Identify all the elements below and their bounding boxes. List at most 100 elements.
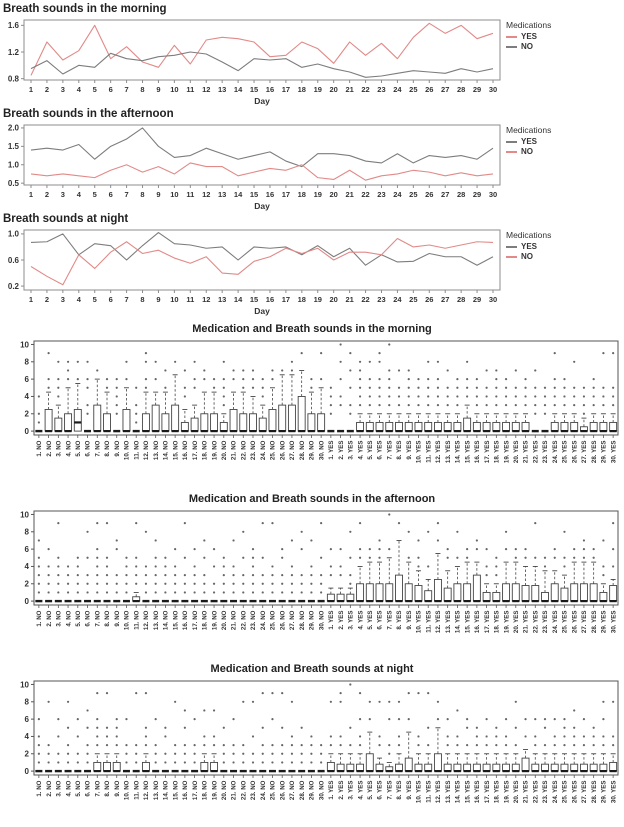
svg-text:21. YES: 21. YES (523, 611, 530, 634)
svg-text:22. YES: 22. YES (532, 611, 539, 634)
svg-text:16. YES: 16. YES (474, 611, 481, 634)
svg-text:14. NO: 14. NO (163, 440, 170, 460)
legend-item-yes: YES (506, 137, 551, 147)
svg-text:26. YES: 26. YES (571, 611, 578, 634)
legend-item-no: NO (506, 42, 551, 52)
svg-text:1. YES: 1. YES (328, 781, 335, 800)
svg-text:27. NO: 27. NO (289, 440, 296, 460)
svg-text:20. YES: 20. YES (513, 441, 520, 464)
svg-text:10. NO: 10. NO (124, 780, 131, 800)
svg-text:16: 16 (266, 190, 274, 199)
afternoon-line-panel: Breath sounds in the afternoon 0.5 1.0 1.5… (0, 108, 624, 212)
svg-text:0: 0 (25, 427, 30, 436)
legend-label-yes: YES (521, 241, 538, 251)
svg-text:20: 20 (330, 190, 338, 199)
svg-text:30. YES: 30. YES (610, 611, 617, 634)
svg-text:30: 30 (489, 295, 497, 304)
svg-text:21: 21 (345, 295, 353, 304)
svg-text:8. NO: 8. NO (104, 780, 111, 796)
svg-text:5. YES: 5. YES (367, 611, 374, 630)
svg-text:7: 7 (125, 85, 129, 94)
svg-text:23. NO: 23. NO (250, 610, 257, 630)
svg-text:11. YES: 11. YES (425, 781, 432, 803)
svg-text:27. YES: 27. YES (581, 611, 588, 634)
svg-text:21. NO: 21. NO (231, 780, 238, 800)
svg-text:2: 2 (45, 85, 49, 94)
svg-text:11: 11 (186, 85, 194, 94)
svg-text:7: 7 (125, 190, 129, 199)
svg-text:6. NO: 6. NO (85, 780, 92, 796)
svg-text:6: 6 (109, 295, 113, 304)
svg-text:8. NO: 8. NO (104, 440, 111, 456)
svg-text:4: 4 (77, 85, 82, 94)
svg-text:1: 1 (29, 85, 33, 94)
svg-text:11: 11 (186, 190, 194, 199)
svg-text:22: 22 (361, 85, 369, 94)
svg-text:20. YES: 20. YES (513, 611, 520, 634)
svg-text:14. NO: 14. NO (163, 610, 170, 630)
svg-text:23. YES: 23. YES (542, 441, 549, 464)
svg-text:5. NO: 5. NO (75, 780, 82, 796)
svg-text:27. NO: 27. NO (289, 780, 296, 800)
svg-text:28: 28 (457, 295, 465, 304)
svg-text:15. NO: 15. NO (172, 610, 179, 630)
svg-text:19: 19 (314, 190, 322, 199)
svg-text:17. NO: 17. NO (192, 780, 199, 800)
svg-text:6. YES: 6. YES (377, 441, 384, 460)
svg-text:8: 8 (25, 358, 30, 367)
svg-text:20: 20 (330, 295, 338, 304)
svg-text:17. NO: 17. NO (192, 440, 199, 460)
svg-text:24. YES: 24. YES (552, 441, 559, 464)
svg-text:24. NO: 24. NO (260, 780, 267, 800)
svg-text:4. YES: 4. YES (357, 611, 364, 630)
svg-text:6: 6 (25, 375, 30, 384)
svg-text:25. NO: 25. NO (270, 440, 277, 460)
svg-text:16. NO: 16. NO (182, 610, 189, 630)
svg-text:22. NO: 22. NO (240, 440, 247, 460)
svg-text:6. NO: 6. NO (85, 440, 92, 456)
svg-text:11. YES: 11. YES (425, 441, 432, 463)
svg-text:15. YES: 15. YES (464, 781, 471, 804)
svg-text:23: 23 (377, 190, 385, 199)
svg-text:17: 17 (282, 190, 290, 199)
svg-text:18. NO: 18. NO (202, 780, 209, 800)
svg-text:10: 10 (170, 295, 178, 304)
svg-text:27. NO: 27. NO (289, 610, 296, 630)
svg-text:21. YES: 21. YES (523, 781, 530, 804)
svg-text:26. NO: 26. NO (279, 610, 286, 630)
svg-text:19. NO: 19. NO (211, 610, 218, 630)
svg-text:1.0: 1.0 (8, 230, 20, 239)
svg-text:4: 4 (77, 190, 82, 199)
svg-text:30. NO: 30. NO (318, 610, 325, 630)
legend-medications: Medications YES NO (506, 122, 551, 157)
svg-text:2. NO: 2. NO (46, 780, 53, 796)
svg-text:30: 30 (489, 190, 497, 199)
svg-text:15. YES: 15. YES (464, 441, 471, 464)
svg-text:1. NO: 1. NO (36, 780, 43, 796)
svg-text:19. YES: 19. YES (503, 611, 510, 634)
afternoon-line-title: Breath sounds in the afternoon (3, 108, 174, 120)
svg-text:3. NO: 3. NO (56, 440, 63, 456)
svg-text:1. YES: 1. YES (328, 611, 335, 630)
svg-text:6. NO: 6. NO (85, 610, 92, 626)
svg-text:12. NO: 12. NO (143, 440, 150, 460)
afternoon-box-panel: Medication and Breath sounds in the afte… (0, 493, 624, 657)
svg-text:20. NO: 20. NO (221, 610, 228, 630)
svg-text:15: 15 (250, 85, 258, 94)
svg-text:21: 21 (345, 85, 353, 94)
yes-line-swatch (506, 140, 517, 143)
svg-text:4. NO: 4. NO (65, 440, 72, 456)
svg-text:7. NO: 7. NO (94, 610, 101, 626)
svg-text:9: 9 (156, 85, 160, 94)
svg-text:9. NO: 9. NO (114, 780, 121, 796)
svg-text:29: 29 (473, 190, 481, 199)
svg-text:9. NO: 9. NO (114, 610, 121, 626)
svg-text:17: 17 (282, 85, 290, 94)
svg-text:8: 8 (140, 85, 144, 94)
night-box-panel: Medication and Breath sounds at night 0 2… (0, 663, 624, 827)
svg-text:16: 16 (266, 295, 274, 304)
svg-text:14. YES: 14. YES (455, 781, 462, 804)
svg-text:27. YES: 27. YES (581, 781, 588, 804)
legend-label-no: NO (521, 41, 533, 51)
svg-text:23: 23 (377, 295, 385, 304)
